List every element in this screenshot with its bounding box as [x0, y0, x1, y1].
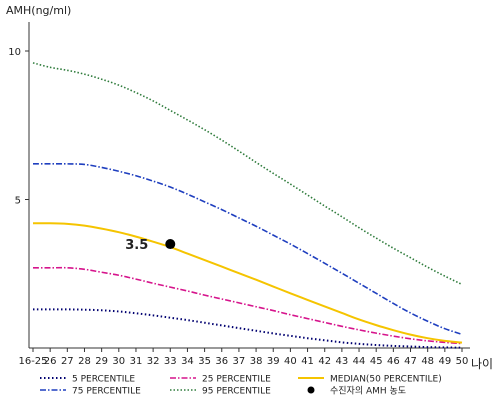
series-line-median-50-percentile — [32, 222, 463, 344]
x-tick-label: 16-25 — [18, 356, 47, 367]
y-axis-ticks: 5 10 — [8, 47, 29, 207]
x-tick-label: 46 — [387, 356, 400, 367]
patient-amh-value-label: 3.5 — [125, 238, 148, 253]
x-tick-label: 35 — [198, 356, 211, 367]
x-tick-label: 28 — [78, 356, 91, 367]
legend-label-25-percentile: 25 PERCENTILE — [202, 375, 271, 385]
legend-label-5-percentile: 5 PERCENTILE — [72, 375, 135, 385]
x-tick-label: 44 — [353, 356, 366, 367]
x-tick-label: 49 — [438, 356, 451, 367]
legend-swatch-patient-amh — [307, 386, 315, 394]
legend-label-95-percentile: 95 PERCENTILE — [202, 387, 271, 397]
x-tick-label: 40 — [284, 356, 297, 367]
x-tick-label: 36 — [215, 356, 228, 367]
x-tick-label: 29 — [95, 356, 108, 367]
series-line-5-percentile — [33, 308, 463, 349]
x-tick-label: 48 — [421, 356, 434, 367]
series-line-75-percentile — [33, 163, 463, 336]
legend-label-median-50-percentile: MEDIAN(50 PERCENTILE) — [330, 375, 442, 385]
x-tick-label: 41 — [301, 356, 314, 367]
x-tick-label: 32 — [147, 356, 160, 367]
x-tick-label: 43 — [336, 356, 349, 367]
series-line-25-percentile — [33, 266, 463, 345]
x-tick-label: 27 — [61, 356, 74, 367]
x-tick-label: 37 — [233, 356, 246, 367]
chart-legend: 5 PERCENTILE 25 PERCENTILE MEDIAN(50 PERCE… — [40, 375, 442, 397]
x-tick-label: 33 — [164, 356, 177, 367]
y-axis-label: AMH(ng/ml) — [6, 4, 71, 17]
series-lines — [32, 62, 463, 349]
x-tick-label: 31 — [130, 356, 143, 367]
y-tick-label: 10 — [8, 47, 21, 58]
series-line-95-percentile — [32, 62, 463, 286]
patient-marker-group: 3.5 — [125, 238, 176, 253]
chart-axes: AMH(ng/ml) 나이 — [6, 4, 493, 371]
x-tick-label: 50 — [456, 356, 469, 367]
patient-amh-point — [165, 239, 176, 250]
x-tick-label: 47 — [404, 356, 417, 367]
x-tick-label: 34 — [181, 356, 194, 367]
x-tick-label: 45 — [370, 356, 383, 367]
x-tick-label: 30 — [112, 356, 125, 367]
legend-label-75-percentile: 75 PERCENTILE — [72, 387, 141, 397]
x-axis-label: 나이 — [471, 357, 493, 371]
y-tick-label: 5 — [15, 196, 21, 207]
x-tick-label: 39 — [267, 356, 280, 367]
x-tick-label: 38 — [250, 356, 263, 367]
legend-label-amh: 수진자의 AMH 농도 — [330, 386, 406, 397]
x-tick-label: 42 — [318, 356, 331, 367]
x-tick-label: 26 — [44, 356, 57, 367]
